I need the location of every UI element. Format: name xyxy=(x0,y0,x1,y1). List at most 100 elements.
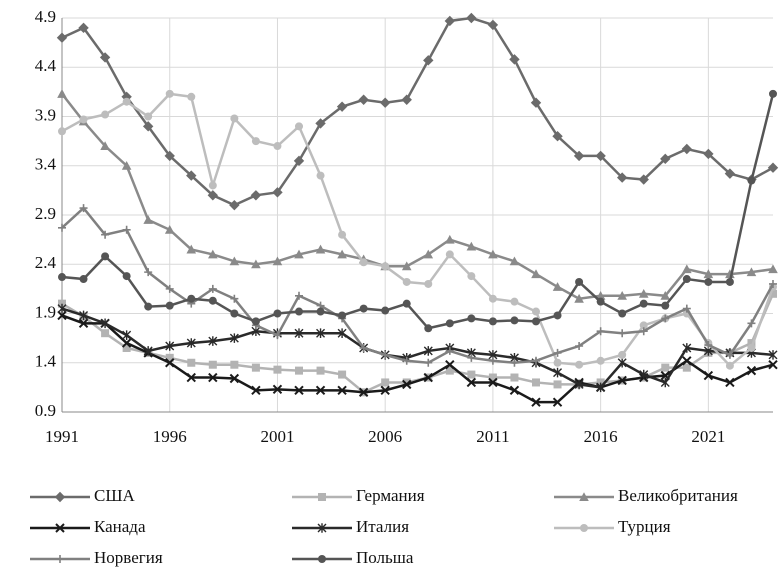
marker xyxy=(230,114,239,123)
x-tick-label: 2021 xyxy=(691,427,725,446)
marker xyxy=(250,190,262,201)
marker xyxy=(58,273,66,282)
marker xyxy=(618,350,627,359)
marker xyxy=(402,277,411,286)
marker xyxy=(423,249,434,259)
marker xyxy=(510,316,519,325)
marker xyxy=(338,230,347,239)
legend-label: Великобритания xyxy=(618,486,738,505)
marker xyxy=(295,366,303,375)
marker xyxy=(187,358,196,367)
marker xyxy=(100,141,110,151)
marker xyxy=(379,97,391,108)
marker xyxy=(575,342,584,351)
marker xyxy=(746,267,757,277)
x-tick-label: 2006 xyxy=(368,427,402,446)
marker xyxy=(359,258,368,267)
marker xyxy=(295,122,303,131)
marker xyxy=(445,319,454,328)
y-tick-label: 2.4 xyxy=(35,253,57,272)
marker xyxy=(660,153,671,165)
marker xyxy=(682,363,691,372)
marker xyxy=(595,290,606,300)
marker xyxy=(122,272,131,281)
marker xyxy=(617,357,627,368)
marker xyxy=(574,293,584,303)
marker xyxy=(423,55,434,66)
marker xyxy=(639,327,648,336)
marker xyxy=(208,249,218,259)
marker xyxy=(315,385,326,396)
marker xyxy=(315,244,326,254)
marker xyxy=(596,297,605,306)
marker xyxy=(488,373,497,382)
marker xyxy=(101,110,110,119)
marker xyxy=(552,282,563,291)
marker xyxy=(187,294,196,303)
marker xyxy=(595,150,606,162)
marker xyxy=(530,97,542,108)
marker xyxy=(294,328,304,338)
legend-marker xyxy=(318,493,326,501)
marker xyxy=(208,336,218,346)
marker xyxy=(165,301,174,310)
marker xyxy=(230,309,239,318)
y-tick-label: 4.4 xyxy=(35,56,57,75)
marker xyxy=(510,358,519,367)
marker xyxy=(746,365,757,376)
marker xyxy=(509,385,520,396)
marker xyxy=(660,377,670,388)
y-tick-label: 0.9 xyxy=(35,401,56,420)
marker xyxy=(358,94,369,105)
marker xyxy=(78,22,89,34)
marker xyxy=(639,369,649,380)
legend-marker xyxy=(55,523,65,533)
legend-marker xyxy=(579,492,589,501)
marker xyxy=(596,327,605,336)
marker xyxy=(509,256,520,266)
y-tick-label: 1.9 xyxy=(35,302,56,321)
marker xyxy=(101,230,110,239)
marker xyxy=(251,259,261,269)
marker xyxy=(164,150,175,162)
marker xyxy=(724,168,736,179)
marker xyxy=(424,324,433,333)
marker xyxy=(337,328,347,338)
marker xyxy=(402,379,412,390)
marker xyxy=(747,319,756,328)
marker xyxy=(79,204,88,213)
marker xyxy=(639,321,648,330)
marker xyxy=(638,174,649,185)
marker xyxy=(661,363,670,372)
marker xyxy=(532,307,540,316)
series-line xyxy=(61,307,774,389)
marker xyxy=(272,384,283,395)
marker xyxy=(208,181,217,190)
marker xyxy=(186,244,197,254)
marker xyxy=(78,318,89,329)
marker xyxy=(552,131,563,142)
marker xyxy=(488,294,497,303)
x-tick-label: 2011 xyxy=(476,427,509,446)
marker xyxy=(402,378,411,387)
marker xyxy=(230,294,239,303)
marker xyxy=(488,356,497,365)
marker xyxy=(596,356,605,365)
marker xyxy=(401,261,412,271)
marker xyxy=(164,224,175,234)
marker xyxy=(466,241,477,251)
marker xyxy=(618,309,627,318)
marker xyxy=(703,148,714,160)
legend-label: Италия xyxy=(356,517,409,536)
series-line xyxy=(61,206,775,365)
marker xyxy=(553,380,562,389)
marker xyxy=(638,289,649,298)
legend-label: Польша xyxy=(356,548,414,567)
marker xyxy=(79,115,88,124)
marker xyxy=(165,284,174,293)
marker xyxy=(424,279,433,288)
marker xyxy=(445,250,454,259)
marker xyxy=(56,32,68,43)
marker xyxy=(358,387,369,398)
